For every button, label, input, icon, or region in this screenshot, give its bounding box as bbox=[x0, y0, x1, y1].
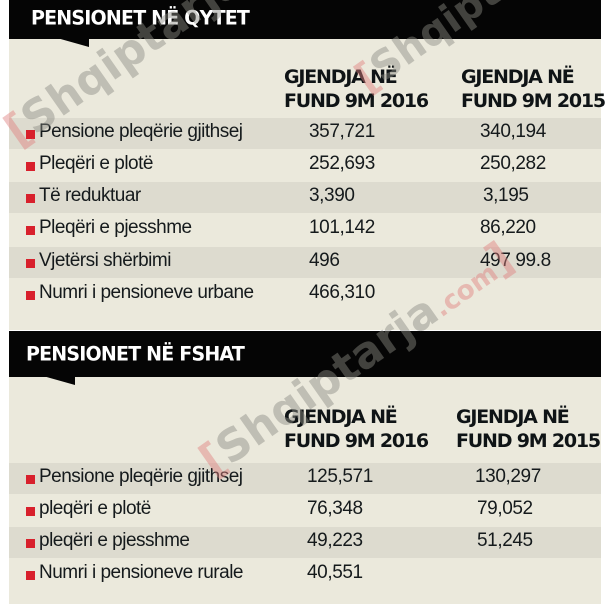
column-header-2015: GJENDJA NË FUND 9M 2015 bbox=[461, 66, 606, 112]
value-2015: 250,282 bbox=[480, 153, 546, 174]
row-label: pleqëri e pjesshme bbox=[39, 530, 190, 551]
value-2016: 466,310 bbox=[309, 282, 375, 303]
value-2015: 497 99.8 bbox=[480, 250, 551, 271]
bullet-icon bbox=[26, 291, 35, 300]
bullet-icon bbox=[26, 539, 35, 548]
table-row: pleqëri e pjesshme 49,223 51,245 bbox=[9, 527, 601, 558]
value-2016: 357,721 bbox=[309, 121, 375, 142]
column-header-2016: GJENDJA NË FUND 9M 2016 bbox=[284, 66, 429, 112]
row-label: Të reduktuar bbox=[39, 185, 141, 206]
section-title: PENSIONET NË QYTET bbox=[31, 6, 250, 30]
table-row: Pensione pleqërie gjithsej 357,721 340,1… bbox=[9, 118, 601, 149]
value-2015: 3,195 bbox=[483, 185, 529, 206]
table-row: Pensione pleqërie gjithsej 125,571 130,2… bbox=[9, 463, 601, 494]
table-row: Pleqëri e pjesshme 101,142 86,220 bbox=[9, 214, 601, 245]
value-2016: 125,571 bbox=[307, 466, 373, 487]
value-2016: 49,223 bbox=[307, 530, 363, 551]
value-2016: 3,390 bbox=[309, 185, 355, 206]
value-2015: 51,245 bbox=[477, 530, 533, 551]
section-title: PENSIONET NË FSHAT bbox=[26, 342, 245, 366]
value-2015: 130,297 bbox=[475, 466, 541, 487]
row-label: pleqëri e plotë bbox=[39, 498, 151, 519]
table-row: Pleqëri e plotë 252,693 250,282 bbox=[9, 150, 601, 181]
bullet-icon bbox=[26, 475, 35, 484]
bullet-icon bbox=[26, 194, 35, 203]
bullet-icon bbox=[26, 162, 35, 171]
row-label: Vjetërsi shërbimi bbox=[39, 250, 171, 271]
table-row: Numri i pensioneve urbane 466,310 bbox=[9, 279, 601, 310]
row-label: Pensione pleqërie gjithsej bbox=[39, 121, 243, 142]
column-header-2015: GJENDJA NË FUND 9M 2015 bbox=[456, 406, 601, 452]
row-label: Numri i pensioneve rurale bbox=[39, 562, 244, 583]
value-2016: 76,348 bbox=[307, 498, 363, 519]
section-header-bar: PENSIONET NË QYTET bbox=[9, 0, 601, 39]
table-row: pleqëri e plotë 76,348 79,052 bbox=[9, 495, 601, 526]
row-label: Pleqëri e plotë bbox=[39, 153, 153, 174]
section-header-bar: PENSIONET NË FSHAT bbox=[9, 331, 601, 377]
value-2016: 252,693 bbox=[309, 153, 375, 174]
row-label: Numri i pensioneve urbane bbox=[39, 282, 254, 303]
value-2016: 101,142 bbox=[309, 217, 375, 238]
bullet-icon bbox=[26, 130, 35, 139]
bullet-icon bbox=[26, 507, 35, 516]
table-row: Të reduktuar 3,390 3,195 bbox=[9, 182, 601, 213]
value-2016: 496 bbox=[309, 250, 340, 271]
value-2015: 86,220 bbox=[480, 217, 536, 238]
header-callout-tail bbox=[43, 376, 75, 385]
value-2015: 79,052 bbox=[477, 498, 533, 519]
row-label: Pleqëri e pjesshme bbox=[39, 217, 192, 238]
section-fshat: PENSIONET NË FSHAT GJENDJA NË FUND 9M 20… bbox=[9, 331, 601, 604]
value-2016: 40,551 bbox=[307, 562, 363, 583]
section-qytet: PENSIONET NË QYTET GJENDJA NË FUND 9M 20… bbox=[9, 0, 606, 330]
table-row: Numri i pensioneve rurale 40,551 bbox=[9, 559, 601, 590]
bullet-icon bbox=[26, 259, 35, 268]
column-header-2016: GJENDJA NË FUND 9M 2016 bbox=[284, 406, 429, 452]
bullet-icon bbox=[26, 226, 35, 235]
header-callout-tail bbox=[57, 38, 89, 47]
row-label: Pensione pleqërie gjithsej bbox=[39, 466, 243, 487]
bullet-icon bbox=[26, 571, 35, 580]
value-2015: 340,194 bbox=[480, 121, 546, 142]
table-row: Vjetërsi shërbimi 496 497 99.8 bbox=[9, 247, 601, 278]
